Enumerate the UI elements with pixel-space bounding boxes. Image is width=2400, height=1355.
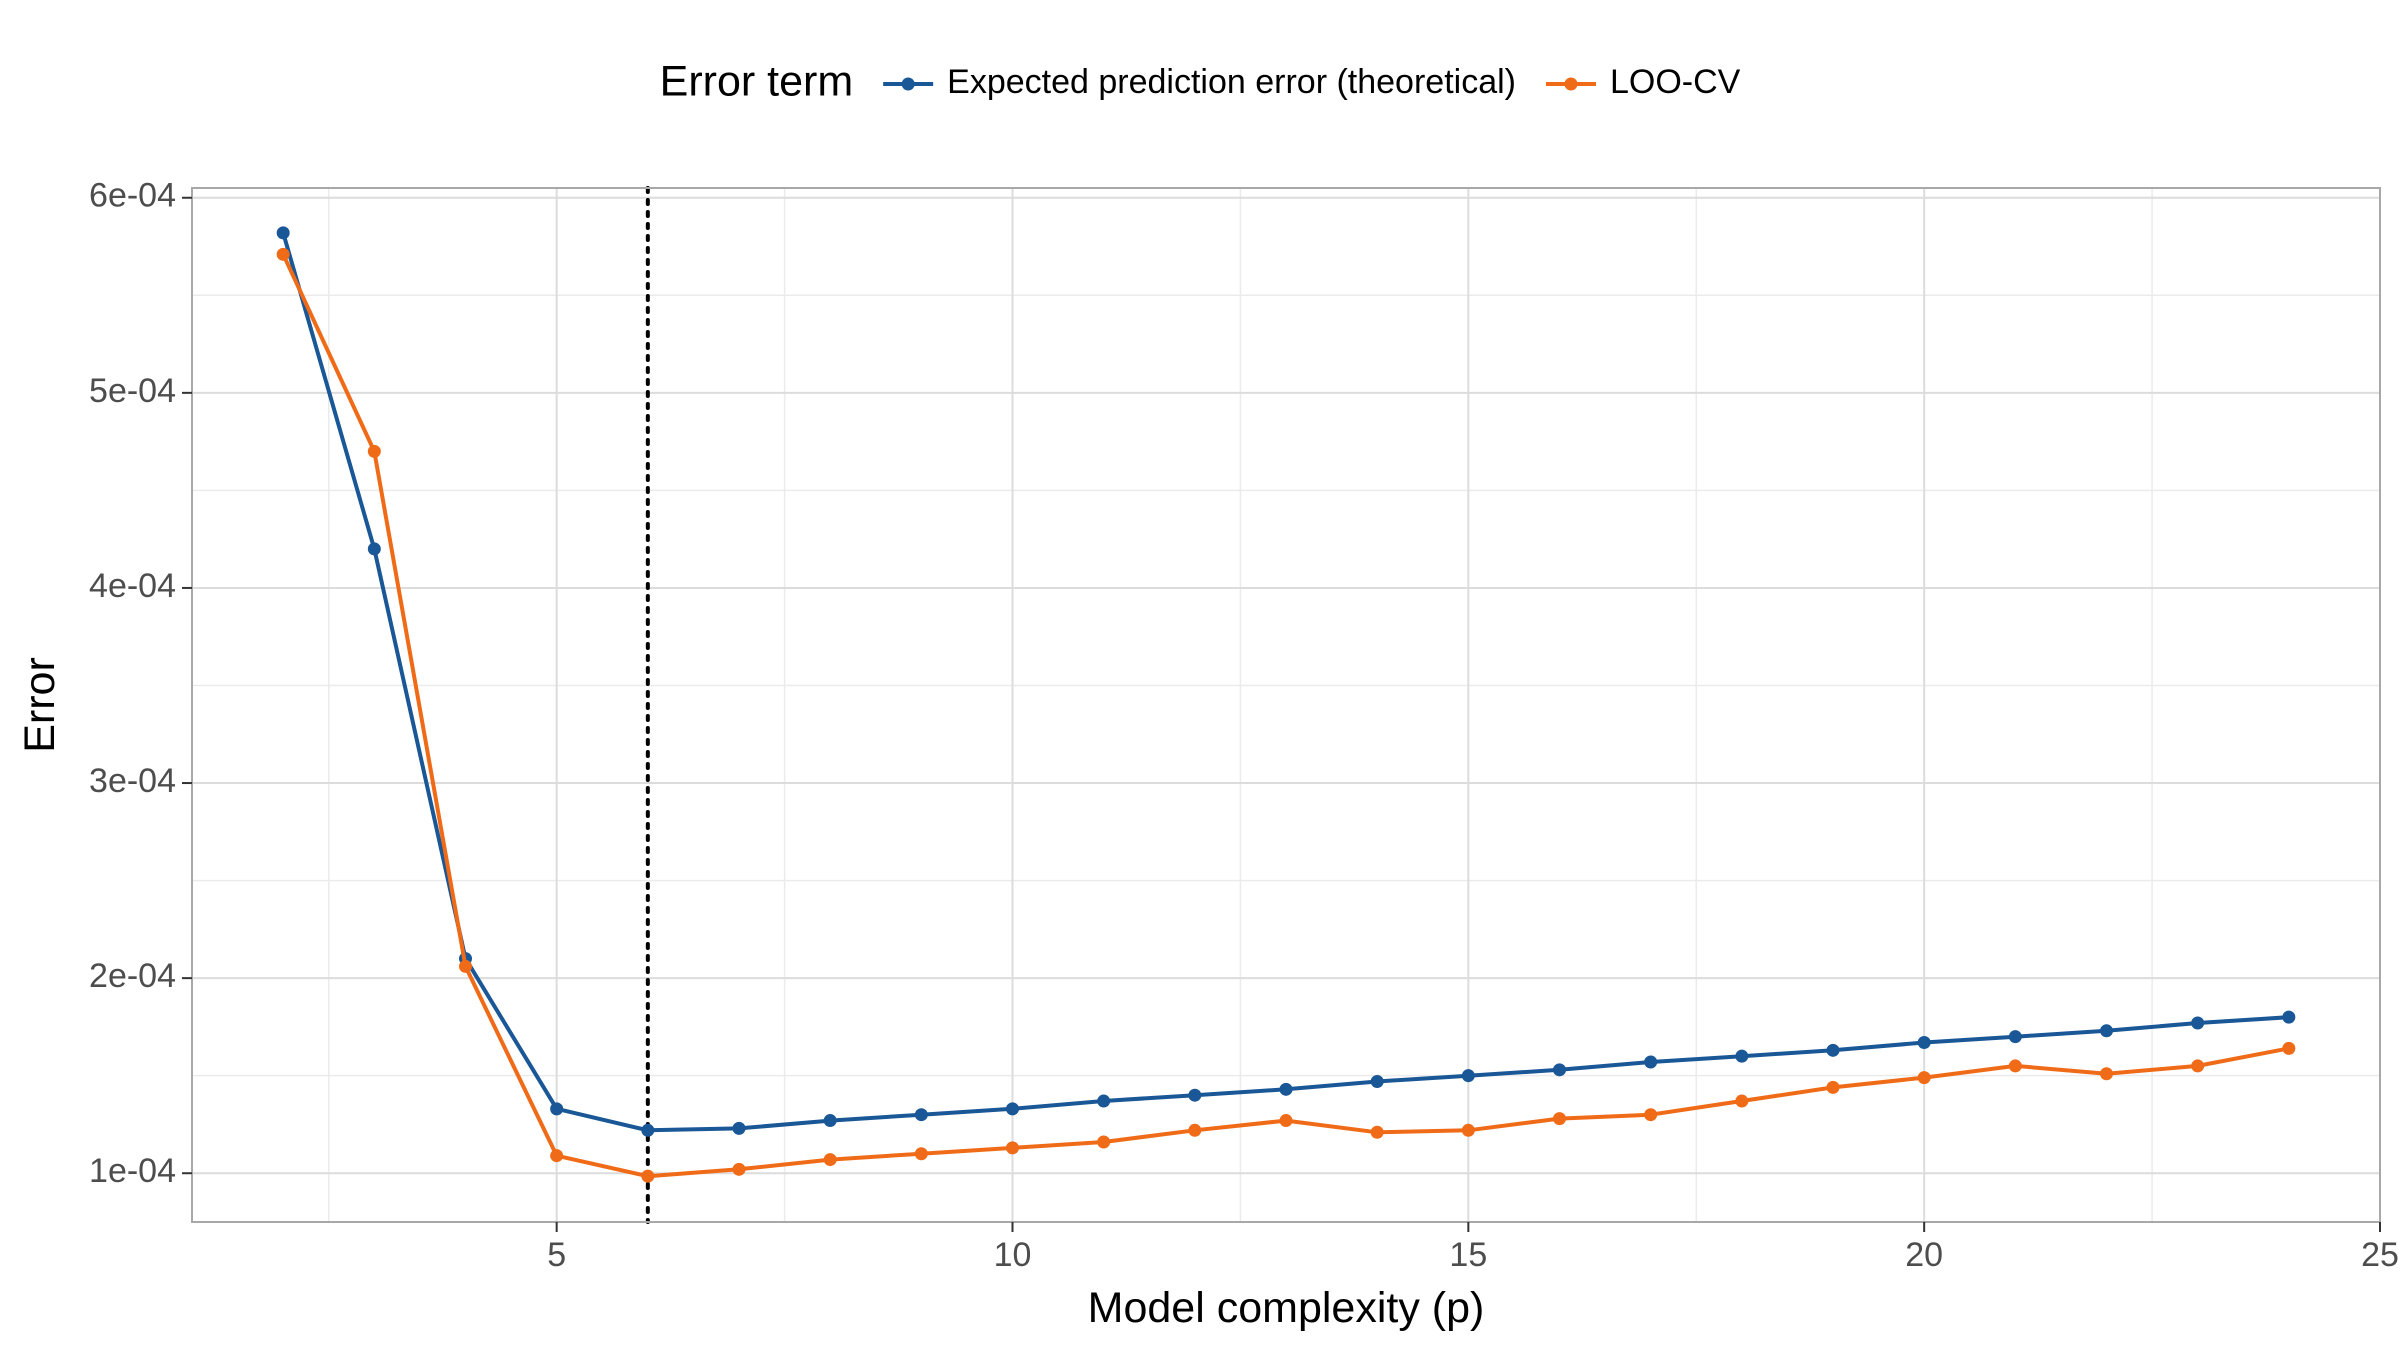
data-point [1735,1049,1749,1063]
legend-item-loo-cv: LOO-CV [1545,63,1741,101]
data-point [1006,1141,1019,1155]
data-point [1097,1094,1111,1108]
data-point [732,1121,746,1135]
y-tick-label: 6e-04 [89,177,176,215]
y-tick-label: 4e-04 [89,567,176,605]
data-point [1826,1043,1840,1057]
data-point [823,1153,837,1167]
data-point [2282,1041,2296,1055]
data-point [276,247,290,261]
data-point [2191,1016,2205,1030]
data-point [1370,1075,1384,1089]
data-point [1461,1069,1475,1083]
data-point [1279,1082,1293,1096]
data-point [550,1102,564,1116]
legend: Error term Expected prediction error (th… [660,57,1741,105]
data-point [2100,1024,2113,1038]
data-point [1826,1080,1840,1094]
data-point [1006,1102,1019,1116]
plot-panel [191,186,2381,1224]
data-point [1917,1071,1931,1085]
x-tick-label: 25 [2361,1236,2399,1274]
data-point [2100,1067,2113,1081]
x-tick-label: 5 [547,1236,566,1274]
data-point [641,1169,655,1183]
y-tick-label: 1e-04 [89,1152,176,1190]
data-point [732,1162,746,1176]
legend-label: Expected prediction error (theoretical) [947,63,1516,101]
y-tick-label: 5e-04 [89,372,176,410]
series-layer [276,226,2296,1183]
y-axis: 1e-04 2e-04 3e-04 4e-04 5e-04 6e-04 [89,177,192,1190]
data-point [2282,1010,2296,1024]
data-point [1188,1123,1202,1137]
data-point [550,1149,564,1163]
data-point [914,1147,928,1161]
legend-item-expected-prediction-error: Expected prediction error (theoretical) [883,63,1516,101]
data-point [1644,1055,1658,1069]
x-tick-label: 20 [1905,1236,1943,1274]
data-point [914,1108,928,1122]
data-point [1735,1094,1749,1108]
data-point [641,1123,655,1137]
data-point [1461,1123,1475,1137]
data-point [1279,1114,1293,1128]
data-point [1553,1112,1566,1126]
y-tick-label: 3e-04 [89,762,176,800]
data-point [2008,1030,2022,1044]
data-point [1644,1108,1658,1122]
x-tick-label: 15 [1449,1236,1487,1274]
x-axis-title: Model complexity (p) [1088,1284,1485,1332]
data-point [1188,1088,1202,1102]
data-point [1097,1135,1111,1149]
data-point [459,959,472,973]
panel-border [191,187,2381,1223]
data-point [1553,1063,1566,1077]
data-point [823,1114,837,1128]
data-point [1917,1036,1931,1050]
y-tick-label: 2e-04 [89,957,176,995]
data-point [367,444,381,458]
data-point [2191,1059,2205,1073]
data-point [2008,1059,2022,1073]
legend-label: LOO-CV [1610,63,1741,101]
legend-title: Error term [660,57,854,105]
legend-key-point [901,77,915,91]
data-point [276,226,290,240]
x-axis: 5 10 15 20 25 [547,1222,2399,1274]
data-point [367,542,381,556]
y-axis-title: Error [16,657,64,753]
x-tick-label: 10 [994,1236,1032,1274]
data-point [1370,1125,1384,1139]
legend-key-point [1564,77,1578,91]
series-expected-prediction-error [276,226,2296,1137]
series-loo-cv [276,247,2296,1183]
